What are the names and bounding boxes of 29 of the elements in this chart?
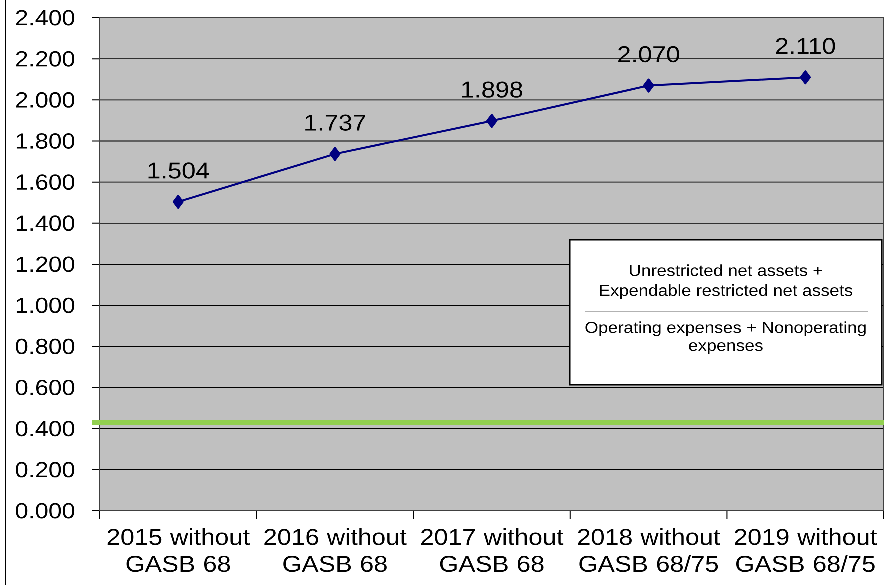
- y-tick-label: 1.200: [16, 256, 75, 272]
- point: [643, 78, 654, 93]
- annotation: Unrestricted net assets + Expendable restricted net assets: [600, 264, 853, 300]
- x-tick-label: 2016 without GASB 68: [264, 528, 407, 572]
- x-tick-label: 2019 without GASB 68/75: [735, 528, 878, 572]
- y-tick-label: 0.800: [16, 338, 75, 354]
- y-tick-label: 1.600: [16, 174, 75, 190]
- x-tick-label: 2018 without GASB 68/75: [578, 528, 720, 572]
- y-tick-label: 0.200: [16, 462, 75, 478]
- y-tick-label: 1.000: [16, 298, 75, 314]
- y-tick-label: 0.400: [16, 421, 75, 437]
- y-tick-label: 0.000: [16, 503, 75, 519]
- y-tick-label: 1.800: [16, 133, 75, 150]
- x-tick-label: 2017 without GASB 68: [421, 528, 564, 572]
- y-tick-label: 2.400: [16, 10, 75, 26]
- y-tick-label: 2.200: [16, 51, 75, 67]
- data-label: 1.898: [462, 82, 522, 98]
- y-tick-label: 0.600: [16, 380, 75, 396]
- annotation: Operating expenses + Nonoperating expenses: [586, 322, 866, 354]
- x-tick-label: 2015 without GASB 68: [108, 528, 250, 572]
- y-tick-label: 1.400: [16, 216, 75, 232]
- point: [486, 114, 498, 128]
- y-tick-label: 2.000: [16, 92, 75, 108]
- data-label: 1.504: [148, 162, 210, 179]
- data-label: 1.737: [306, 114, 366, 131]
- data-label: 2.110: [776, 38, 836, 54]
- point: [330, 147, 341, 162]
- point: [172, 195, 184, 210]
- point: [800, 70, 812, 85]
